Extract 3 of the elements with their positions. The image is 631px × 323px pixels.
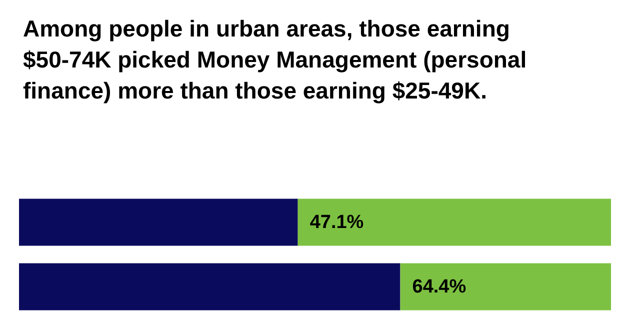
chart-title: Among people in urban areas, those earning $50-74K picked Money Management (personal finance) more than those earning $25-49K. [23,16,533,104]
data-label: 64.4% [412,276,466,298]
data-label: 47.1% [310,212,364,233]
